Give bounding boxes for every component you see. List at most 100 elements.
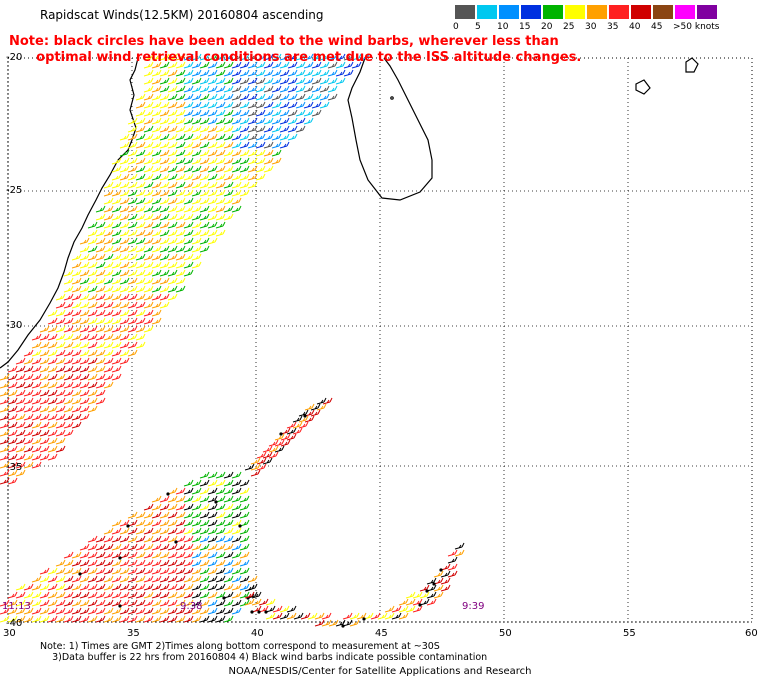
wind-barb — [279, 93, 290, 101]
wind-barb — [159, 575, 170, 583]
wind-barb — [119, 181, 130, 189]
wind-barb — [103, 591, 114, 599]
wind-barb — [207, 591, 218, 599]
wind-barb — [335, 69, 346, 77]
wind-barb — [31, 381, 42, 389]
wind-barb — [159, 607, 170, 615]
wind-barb — [87, 333, 98, 341]
wind-barb — [263, 165, 274, 173]
wind-barb — [175, 575, 186, 583]
wind-barb — [23, 413, 34, 421]
wind-barb — [175, 615, 186, 623]
wind-barb — [127, 583, 138, 591]
wind-barb — [143, 189, 154, 197]
wind-barb — [199, 93, 210, 101]
wind-barb — [231, 181, 242, 189]
wind-barb — [63, 269, 74, 277]
contamination-note: Note: black circles have been added to t… — [9, 34, 582, 65]
wind-barb — [103, 365, 114, 373]
wind-barb — [39, 615, 50, 623]
wind-barb — [135, 615, 146, 623]
wind-barb — [183, 237, 194, 245]
wind-barb — [239, 181, 250, 189]
wind-barb — [135, 559, 146, 567]
wind-barb — [175, 567, 186, 575]
wind-barb — [223, 109, 234, 117]
wind-barb — [135, 333, 146, 341]
wind-barb — [239, 173, 250, 181]
lon-tick: 50 — [499, 628, 512, 639]
africa-coastline — [0, 57, 139, 369]
wind-barb — [263, 69, 274, 77]
wind-barb — [143, 85, 154, 93]
wind-barb — [183, 599, 194, 607]
wind-barb — [279, 125, 290, 133]
wind-barb — [215, 495, 226, 503]
wind-barb — [39, 381, 50, 389]
wind-barb — [215, 181, 226, 189]
wind-barb — [0, 607, 10, 615]
wind-barb — [151, 535, 162, 543]
wind-barb — [151, 237, 162, 245]
wind-barb — [111, 173, 122, 181]
wind-barb — [311, 85, 322, 93]
wind-barb — [63, 405, 74, 413]
wind-barb — [159, 615, 170, 623]
wind-barb — [175, 261, 186, 269]
color-scale-label: 30 — [585, 22, 597, 32]
wind-barb — [223, 133, 234, 141]
wind-barb — [239, 53, 250, 61]
wind-barb — [159, 117, 170, 125]
wind-barb — [311, 77, 322, 85]
wind-barb — [55, 615, 66, 623]
wind-barb — [159, 133, 170, 141]
wind-barb — [79, 325, 90, 333]
wind-barb — [159, 173, 170, 181]
wind-barb — [103, 575, 114, 583]
wind-barb — [135, 285, 146, 293]
wind-barb — [199, 487, 210, 495]
wind-barb — [247, 101, 258, 109]
wind-barb — [159, 85, 170, 93]
wind-barb — [175, 277, 186, 285]
wind-barb — [175, 165, 186, 173]
wind-barb — [143, 551, 154, 559]
wind-barb — [167, 77, 178, 85]
wind-barb — [263, 85, 274, 93]
wind-barb — [433, 591, 444, 599]
wind-barb — [47, 325, 58, 333]
wind-barb — [151, 301, 162, 309]
wind-barb — [127, 301, 138, 309]
wind-barb — [247, 85, 258, 93]
wind-barb — [175, 607, 186, 615]
wind-barb — [175, 189, 186, 197]
wind-barb — [95, 221, 106, 229]
wind-barb — [119, 245, 130, 253]
wind-barb — [191, 551, 202, 559]
wind-barb — [207, 583, 218, 591]
wind-barb — [151, 229, 162, 237]
wind-barb — [319, 85, 330, 93]
wind-barb — [135, 325, 146, 333]
wind-barb — [15, 615, 26, 623]
wind-barb — [263, 133, 274, 141]
wind-barb — [263, 125, 274, 133]
wind-barb — [151, 61, 162, 69]
wind-barb — [268, 439, 279, 447]
wind-barb — [135, 301, 146, 309]
wind-barb — [191, 519, 202, 527]
wind-barb — [159, 197, 170, 205]
wind-barb — [119, 567, 130, 575]
wind-barb — [159, 125, 170, 133]
wind-barb — [111, 285, 122, 293]
wind-barb — [263, 93, 274, 101]
wind-barb — [239, 77, 250, 85]
wind-barb — [440, 577, 451, 585]
wind-barb — [39, 389, 50, 397]
wind-barb — [79, 333, 90, 341]
wind-barb — [79, 373, 90, 381]
wind-barb — [151, 285, 162, 293]
wind-barb — [111, 357, 122, 365]
wind-barb — [167, 205, 178, 213]
wind-barb — [191, 495, 202, 503]
